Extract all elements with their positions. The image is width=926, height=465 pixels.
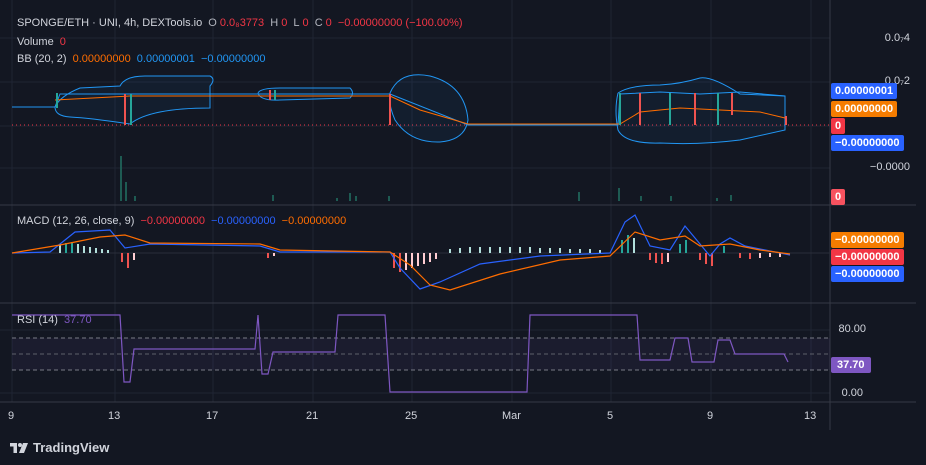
bb-lower-tag: −0.00000000	[831, 135, 904, 151]
last-price-tag: 0	[831, 118, 846, 134]
change-value: −0.00000000 (−100.00%)	[337, 17, 463, 29]
bb-value-1: 0.00000000	[72, 53, 131, 65]
macd-value-3: −0.00000000	[281, 215, 347, 227]
price-scale-label[interactable]: 0.0₇4	[884, 32, 910, 44]
symbol-title[interactable]: SPONGE/ETH · UNI, 4h, DEXTools.io	[17, 17, 203, 29]
bb-basis-orange	[54, 95, 786, 125]
low-value: 0	[302, 17, 309, 29]
high-value: 0	[281, 17, 288, 29]
macd-value-2: −0.00000000	[211, 215, 276, 227]
rsi-scale-label[interactable]: 0.00	[841, 387, 863, 399]
time-axis-label[interactable]: 5	[607, 410, 614, 422]
volume-bars	[120, 156, 732, 201]
grid	[0, 0, 830, 402]
volume-value: 0	[59, 36, 66, 48]
rsi-line	[12, 314, 789, 393]
volume-tag: 0	[831, 189, 846, 205]
macd-signal-tag: −0.00000000	[831, 232, 904, 248]
macd-hist-tag: −0.00000000	[831, 249, 904, 265]
brand-name: TradingView	[33, 440, 110, 455]
bb-basis-tag: 0.00000000	[831, 101, 898, 117]
tradingview-logo[interactable]: TradingView	[10, 440, 109, 455]
low-label: L	[293, 17, 300, 29]
open-value: 0.0₈3773	[219, 17, 265, 29]
candles	[56, 90, 787, 125]
bb-value-2: 0.00000001	[136, 53, 195, 65]
bb-value-3: −0.00000000	[200, 53, 266, 65]
rsi-value-tag: 37.70	[831, 357, 871, 373]
open-label: O	[208, 17, 217, 29]
time-axis-label[interactable]: 21	[306, 410, 319, 422]
close-value: 0	[325, 17, 332, 29]
bb-label: BB (20, 2)	[17, 53, 67, 65]
signal-line	[11, 231, 791, 291]
rsi-scale-label[interactable]: 80.00	[838, 323, 866, 335]
close-label: C	[314, 17, 323, 29]
time-axis-label[interactable]: 17	[206, 410, 219, 422]
bb-upper-tag: 0.00000001	[831, 83, 898, 99]
volume-legend[interactable]: Volume 0	[17, 36, 69, 48]
macd-value-1: −0.00000000	[140, 215, 205, 227]
time-axis-label[interactable]: Mar	[502, 410, 521, 422]
bb-legend[interactable]: BB (20, 2) 0.00000000 0.00000001 −0.0000…	[17, 53, 269, 65]
time-axis-label[interactable]: 13	[804, 410, 817, 422]
macd-line	[11, 214, 791, 290]
tradingview-logo-icon	[10, 442, 28, 453]
volume-label: Volume	[17, 36, 54, 48]
time-axis-label[interactable]: 9	[8, 410, 15, 422]
macd-line-tag: −0.00000000	[831, 266, 904, 282]
rsi-label: RSI (14)	[17, 314, 58, 326]
rsi-legend[interactable]: RSI (14) 37.70	[17, 314, 95, 326]
time-axis-label[interactable]: 25	[405, 410, 418, 422]
high-label: H	[270, 17, 279, 29]
rsi-value: 37.70	[64, 314, 92, 326]
macd-histogram	[59, 235, 781, 272]
time-axis-label[interactable]: 13	[108, 410, 121, 422]
macd-legend[interactable]: MACD (12, 26, close, 9) −0.00000000 −0.0…	[17, 215, 349, 227]
time-axis-label[interactable]: 9	[707, 410, 714, 422]
main-legend: SPONGE/ETH · UNI, 4h, DEXTools.io O 0.0₈3…	[17, 17, 466, 29]
price-scale-label[interactable]: −0.0000	[869, 161, 910, 173]
macd-label: MACD (12, 26, close, 9)	[17, 215, 135, 227]
